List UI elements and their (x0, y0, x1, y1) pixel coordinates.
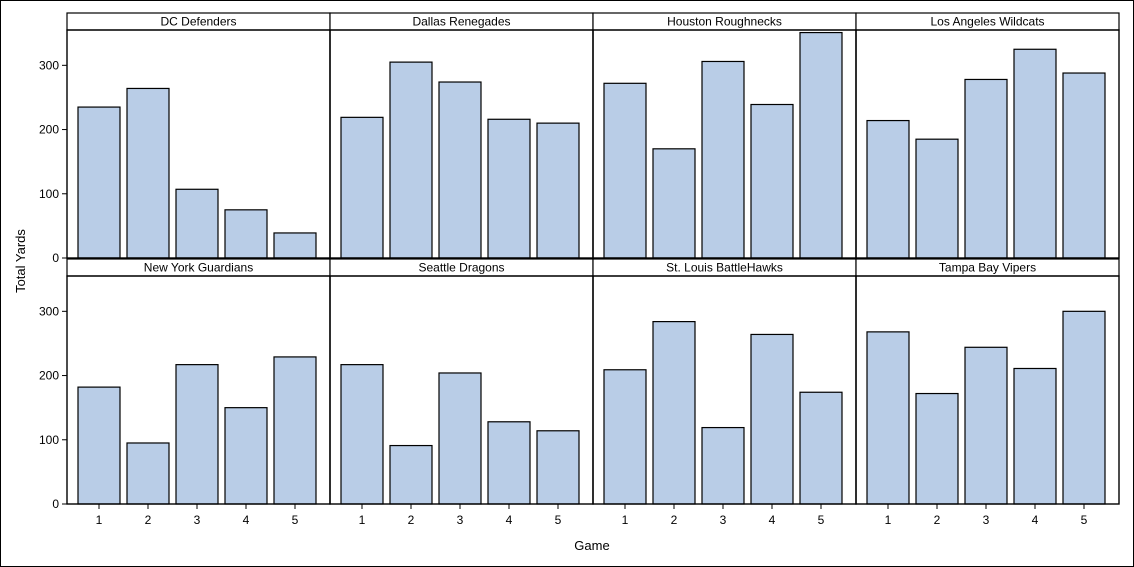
x-tick-label: 2 (934, 513, 941, 527)
bar (799, 31, 843, 259)
panel-title: Dallas Renegades (412, 15, 510, 29)
x-tick-label: 5 (1081, 513, 1088, 527)
bar (799, 391, 843, 505)
bar (77, 106, 121, 259)
bar (964, 346, 1008, 505)
panel: Los Angeles Wildcats (855, 12, 1120, 259)
x-tick-label: 4 (243, 513, 250, 527)
bar (750, 103, 794, 259)
bar (536, 430, 580, 505)
bar (1062, 310, 1106, 505)
x-tick-label: 5 (555, 513, 562, 527)
x-tick-label: 3 (194, 513, 201, 527)
bar (175, 188, 219, 259)
bar (915, 138, 959, 259)
bar (487, 421, 531, 505)
bar (1013, 367, 1057, 505)
panel-plot-area (855, 29, 1120, 259)
panel-title: DC Defenders (160, 15, 236, 29)
panel-title: Los Angeles Wildcats (930, 15, 1044, 29)
panel-title: St. Louis BattleHawks (666, 261, 783, 275)
bar (340, 116, 384, 259)
bar (1062, 72, 1106, 259)
bar (224, 209, 268, 259)
panel-title: Seattle Dragons (418, 261, 504, 275)
x-tick-label: 2 (671, 513, 678, 527)
bar (389, 61, 433, 259)
x-tick-label: 5 (292, 513, 299, 527)
panel: New York Guardians (66, 258, 331, 505)
bar (652, 321, 696, 505)
bar (701, 426, 745, 505)
y-tick-label: 300 (39, 58, 59, 72)
panel-title: Tampa Bay Vipers (939, 261, 1036, 275)
bar (701, 60, 745, 259)
bar (603, 369, 647, 505)
x-tick-label: 1 (885, 513, 892, 527)
x-tick-label: 2 (408, 513, 415, 527)
y-tick-label: 200 (39, 369, 59, 383)
bar (487, 118, 531, 259)
x-tick-label: 3 (457, 513, 464, 527)
y-tick-label: 200 (39, 123, 59, 137)
bar (866, 331, 910, 505)
y-tick-label: 0 (52, 251, 59, 265)
bar (224, 407, 268, 505)
panel: St. Louis BattleHawks (592, 258, 857, 505)
bar (603, 82, 647, 259)
bar (389, 444, 433, 505)
y-tick-label: 0 (52, 497, 59, 511)
y-axes: 0 100 200 300 0 100 200 300 (39, 58, 67, 511)
x-tick-label: 3 (720, 513, 727, 527)
bar (175, 364, 219, 505)
x-axis: 1 2 3 4 5 1 2 3 4 5 1 2 3 4 5 1 2 3 4 5 (96, 504, 1088, 527)
y-tick-label: 100 (39, 433, 59, 447)
bar (340, 364, 384, 505)
x-tick-label: 4 (506, 513, 513, 527)
y-tick-label: 300 (39, 304, 59, 318)
bar (438, 81, 482, 259)
bar (866, 119, 910, 259)
x-tick-label: 4 (1032, 513, 1039, 527)
bar (77, 386, 121, 505)
bar (750, 333, 794, 505)
x-axis-label: Game (574, 538, 609, 553)
panel: Dallas Renegades (329, 12, 594, 259)
bar (438, 372, 482, 505)
panel: Tampa Bay Vipers (855, 258, 1120, 505)
bar (536, 122, 580, 259)
panel-grid: DC Defenders Dallas Renegades Houston Roug… (66, 12, 1120, 505)
y-axis-label: Total Yards (13, 229, 28, 293)
panel: Houston Roughnecks (592, 12, 857, 259)
panel-plot-area (855, 275, 1120, 505)
x-tick-label: 1 (359, 513, 366, 527)
bar (126, 442, 170, 505)
bar (915, 392, 959, 505)
x-tick-label: 1 (96, 513, 103, 527)
x-tick-label: 2 (145, 513, 152, 527)
x-tick-label: 3 (983, 513, 990, 527)
x-tick-label: 1 (622, 513, 629, 527)
bar (652, 148, 696, 259)
bar (1013, 48, 1057, 259)
panel: DC Defenders (66, 12, 331, 259)
panel-title: New York Guardians (144, 261, 253, 275)
y-tick-label: 100 (39, 187, 59, 201)
panel: Seattle Dragons (329, 258, 594, 505)
bar (964, 78, 1008, 259)
bar (273, 356, 317, 505)
panel-title: Houston Roughnecks (667, 15, 782, 29)
bar (273, 232, 317, 259)
x-tick-label: 5 (818, 513, 825, 527)
bar (126, 87, 170, 259)
x-tick-label: 4 (769, 513, 776, 527)
